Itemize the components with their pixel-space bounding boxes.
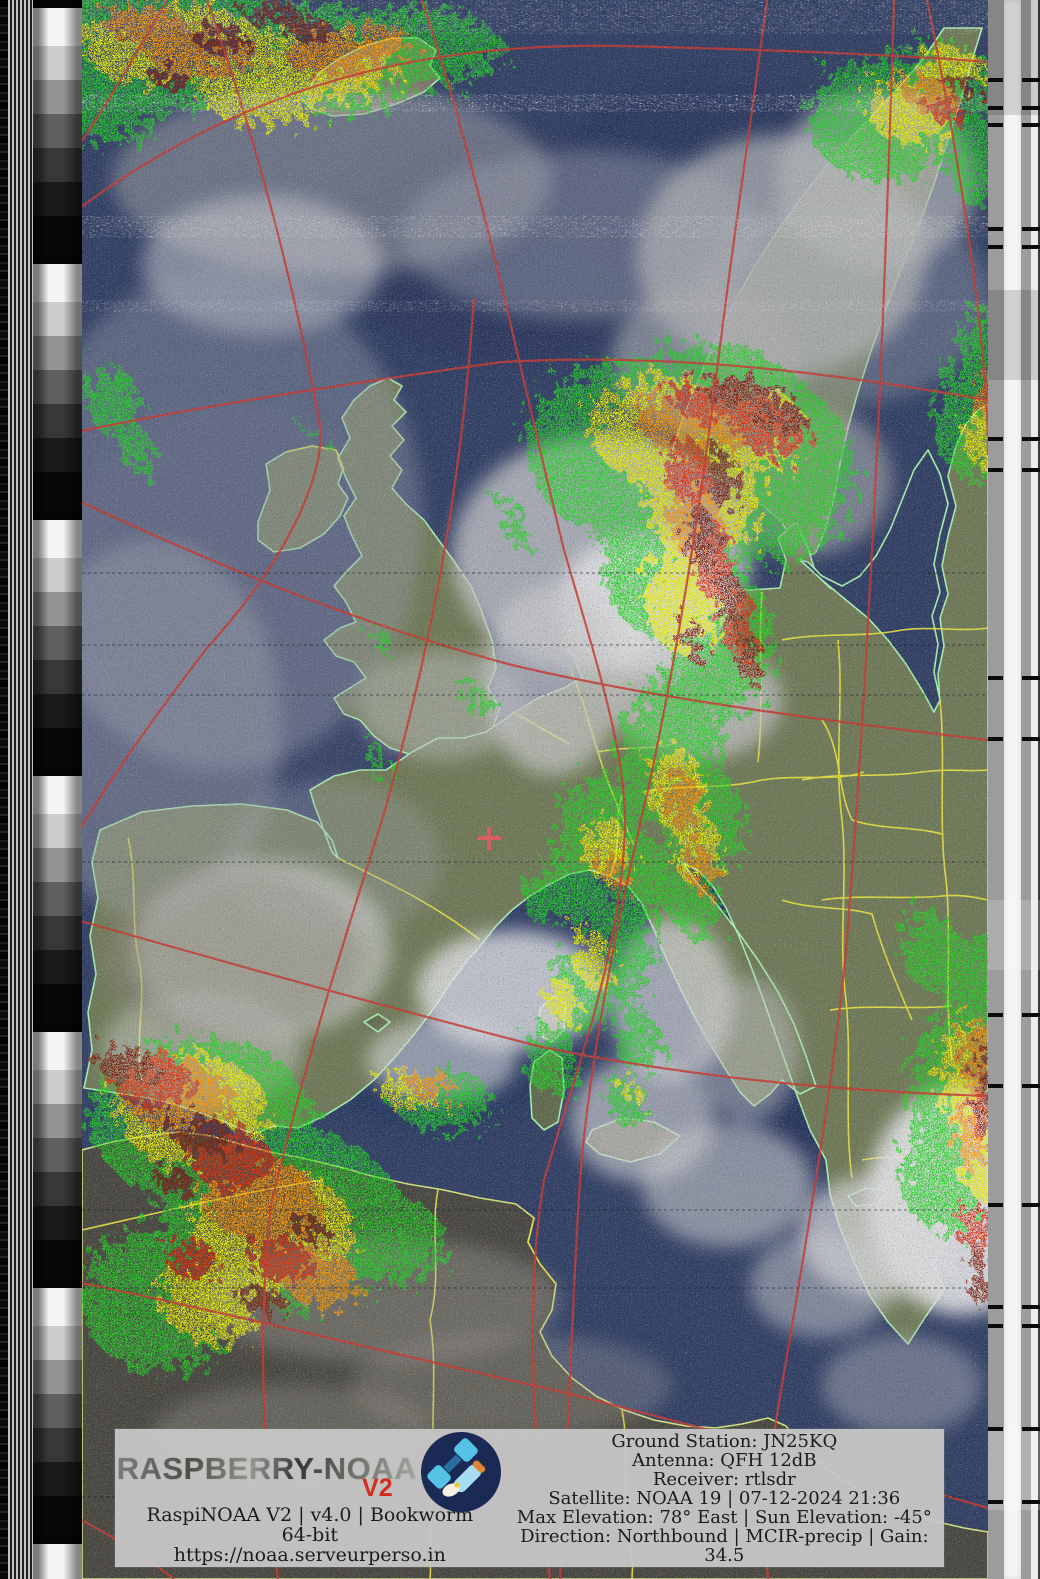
- software-version-line: RaspiNOAA V2 | v4.0 | Bookworm 64-bit: [146, 1504, 474, 1546]
- direction-line: Direction: Northbound | MCIR-precip | Ga…: [520, 1525, 929, 1566]
- telemetry-sync-dash: [988, 123, 1003, 127]
- telemetry-white-stripe: [1004, 0, 1021, 1579]
- telemetry-sync-dash: [1022, 245, 1040, 249]
- telemetry-sync-dash: [1022, 437, 1040, 441]
- telemetry-sync-dash: [988, 227, 1003, 231]
- telemetry-sync-dash: [988, 1084, 1003, 1088]
- left-edge-noise-strip: [0, 0, 8, 1579]
- station-branding: RASPBERRY-NOAA V2 RaspiNOAA V2 |: [115, 1429, 505, 1567]
- logo-version-badge: V2: [362, 1474, 393, 1502]
- footer-banner: RASPBERRY-NOAA V2 RaspiNOAA V2 |: [115, 1429, 944, 1567]
- telemetry-sync-dash: [1022, 1084, 1040, 1088]
- telemetry-sync-dash: [1022, 123, 1040, 127]
- telemetry-sync-dash: [988, 1305, 1003, 1309]
- telemetry-sync-dash: [1022, 1203, 1040, 1207]
- antenna-line: Antenna: QFH 12dB: [632, 1449, 817, 1471]
- telemetry-sync-dash: [988, 106, 1003, 110]
- grain-dark: [82, 0, 988, 1579]
- telemetry-sync-dash: [1022, 676, 1040, 680]
- telemetry-sync-dash: [988, 78, 1003, 82]
- telemetry-sync-dash: [1022, 1305, 1040, 1309]
- telemetry-sync-dash: [1022, 1013, 1040, 1017]
- telemetry-sync-dash: [1022, 106, 1040, 110]
- satellite-icon: [421, 1432, 501, 1512]
- pass-info: Ground Station: JN25KQ Antenna: QFH 12dB…: [505, 1429, 944, 1567]
- telemetry-sync-dash: [1022, 468, 1040, 472]
- telemetry-sync-dash: [1022, 78, 1040, 82]
- telemetry-sync-dash: [988, 1500, 1003, 1504]
- telemetry-sync-dash: [988, 1324, 1003, 1328]
- receiver-line: Receiver: rtlsdr: [652, 1468, 796, 1490]
- telemetry-bar-right: [988, 0, 1040, 1579]
- telemetry-sync-dash: [1022, 1427, 1040, 1431]
- raspberry-noaa-logo: RASPBERRY-NOAA V2: [115, 1432, 505, 1512]
- telemetry-sync-dash: [988, 1427, 1003, 1431]
- telemetry-sync-dash: [1022, 227, 1040, 231]
- telemetry-light-stripe: [1031, 0, 1038, 1579]
- telemetry-sync-dash: [1022, 737, 1040, 741]
- telemetry-sync-dash: [1022, 1324, 1040, 1328]
- elevation-line: Max Elevation: 78° East | Sun Elevation:…: [516, 1506, 932, 1528]
- satellite-line: Satellite: NOAA 19 | 07-12-2024 21:36: [548, 1487, 901, 1509]
- telemetry-sync-dash: [988, 245, 1003, 249]
- telemetry-sync-dash: [1022, 1500, 1040, 1504]
- telemetry-sync-dash: [988, 1203, 1003, 1207]
- ground-station-line: Ground Station: JN25KQ: [611, 1430, 838, 1452]
- telemetry-sync-dash: [988, 437, 1003, 441]
- telemetry-wedge-bar-left: [33, 0, 82, 1579]
- station-url: https://noaa.serveurperso.in: [173, 1544, 446, 1566]
- telemetry-sync-dash: [988, 468, 1003, 472]
- apt-sync-bar: [8, 0, 33, 1579]
- satellite-map: [82, 0, 988, 1579]
- telemetry-edge-line: [1038, 0, 1040, 1579]
- telemetry-sync-dash: [988, 737, 1003, 741]
- logo-brand-text: RASPBERRY-NOAA: [116, 1451, 417, 1486]
- telemetry-sync-dash: [988, 1013, 1003, 1017]
- telemetry-sync-dash: [988, 676, 1003, 680]
